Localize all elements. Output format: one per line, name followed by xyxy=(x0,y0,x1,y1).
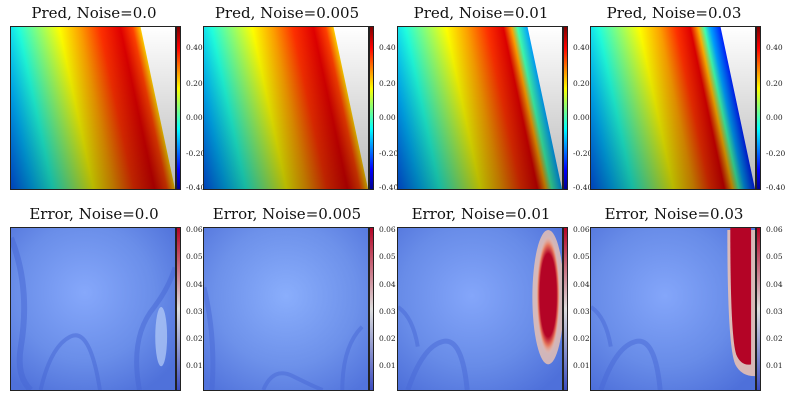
heatmap-plot xyxy=(10,227,176,391)
colorbar-tick-label: 0.06 xyxy=(766,225,783,234)
colorbar xyxy=(563,227,568,391)
heatmap-svg xyxy=(591,228,755,390)
panel-title: Pred, Noise=0.01 xyxy=(413,4,549,22)
colorbar-tick-label: -0.20 xyxy=(766,149,786,158)
heatmap-svg xyxy=(204,228,368,390)
colorbar-tick-label: 0.05 xyxy=(766,252,783,261)
colorbar xyxy=(176,227,181,391)
colorbar-tick-label: -0.40 xyxy=(766,183,786,192)
colorbar-tick-label: 0.02 xyxy=(379,334,396,343)
colorbar-svg xyxy=(757,228,760,390)
colorbar-tick-label: -0.40 xyxy=(186,183,206,192)
colorbar-tick-label: 0.20 xyxy=(573,79,590,88)
colorbar-tick-label: 0.04 xyxy=(766,280,783,289)
colorbar-tick-label: 0.06 xyxy=(379,225,396,234)
colorbar xyxy=(756,227,761,391)
colorbar-svg xyxy=(177,27,180,189)
panel-title: Error, Noise=0.03 xyxy=(604,205,744,223)
colorbar-tick-label: 0.40 xyxy=(379,43,396,52)
colorbar-tick-label: -0.40 xyxy=(379,183,399,192)
heatmap-svg xyxy=(591,27,755,189)
colorbar-tick-label: 0.02 xyxy=(766,334,783,343)
heatmap-plot xyxy=(397,227,563,391)
colorbar-tick-label: 0.03 xyxy=(186,307,203,316)
colorbar xyxy=(756,26,761,190)
colorbar xyxy=(369,227,374,391)
colorbar-tick-label: 0.00 xyxy=(766,113,783,122)
colorbar-tick-label: 0.01 xyxy=(186,361,203,370)
heatmap-plot xyxy=(590,227,756,391)
colorbar-tick-label: 0.03 xyxy=(379,307,396,316)
colorbar-tick-label: 0.00 xyxy=(573,113,590,122)
colorbar-svg xyxy=(370,27,373,189)
colorbar-tick-label: 0.05 xyxy=(573,252,590,261)
colorbar-tick-label: 0.01 xyxy=(379,361,396,370)
colorbar-svg xyxy=(177,228,180,390)
colorbar-tick-label: 0.01 xyxy=(573,361,590,370)
colorbar-tick-label: 0.02 xyxy=(573,334,590,343)
colorbar-tick-label: 0.05 xyxy=(186,252,203,261)
colorbar-tick-label: 0.04 xyxy=(573,280,590,289)
colorbar-tick-label: 0.04 xyxy=(379,280,396,289)
colorbar-tick-label: 0.06 xyxy=(573,225,590,234)
colorbar-tick-label: 0.40 xyxy=(186,43,203,52)
heatmap-plot xyxy=(203,227,369,391)
colorbar-svg xyxy=(564,27,567,189)
colorbar-tick-label: 0.02 xyxy=(186,334,203,343)
heatmap-svg xyxy=(204,27,368,189)
colorbar-tick-label: 0.40 xyxy=(766,43,783,52)
heatmap-plot xyxy=(203,26,369,190)
colorbar-svg xyxy=(370,228,373,390)
heatmap-svg xyxy=(11,228,175,390)
colorbar-tick-label: 0.03 xyxy=(766,307,783,316)
colorbar-tick-label: 0.00 xyxy=(186,113,203,122)
colorbar-tick-label: -0.20 xyxy=(573,149,593,158)
heatmap-plot xyxy=(590,26,756,190)
heatmap-svg xyxy=(398,27,562,189)
colorbar-tick-label: 0.00 xyxy=(379,113,396,122)
colorbar xyxy=(563,26,568,190)
colorbar-tick-label: 0.20 xyxy=(766,79,783,88)
colorbar-tick-label: -0.20 xyxy=(379,149,399,158)
colorbar-tick-label: -0.20 xyxy=(186,149,206,158)
panel-title: Pred, Noise=0.0 xyxy=(31,4,157,22)
heatmap-plot xyxy=(397,26,563,190)
colorbar-tick-label: 0.20 xyxy=(379,79,396,88)
heatmap-svg xyxy=(11,27,175,189)
colorbar-tick-label: 0.01 xyxy=(766,361,783,370)
panel-title: Error, Noise=0.0 xyxy=(29,205,159,223)
heatmap-plot xyxy=(10,26,176,190)
colorbar xyxy=(176,26,181,190)
colorbar-svg xyxy=(757,27,760,189)
panel-title: Pred, Noise=0.005 xyxy=(214,4,360,22)
panel-title: Error, Noise=0.005 xyxy=(212,205,362,223)
heatmap-svg xyxy=(398,228,562,390)
colorbar-tick-label: 0.40 xyxy=(573,43,590,52)
colorbar-tick-label: 0.06 xyxy=(186,225,203,234)
colorbar-tick-label: 0.04 xyxy=(186,280,203,289)
colorbar xyxy=(369,26,374,190)
colorbar-tick-label: 0.20 xyxy=(186,79,203,88)
colorbar-tick-label: -0.40 xyxy=(573,183,593,192)
colorbar-tick-label: 0.05 xyxy=(379,252,396,261)
colorbar-tick-label: 0.03 xyxy=(573,307,590,316)
panel-title: Pred, Noise=0.03 xyxy=(606,4,742,22)
panel-title: Error, Noise=0.01 xyxy=(411,205,551,223)
colorbar-svg xyxy=(564,228,567,390)
